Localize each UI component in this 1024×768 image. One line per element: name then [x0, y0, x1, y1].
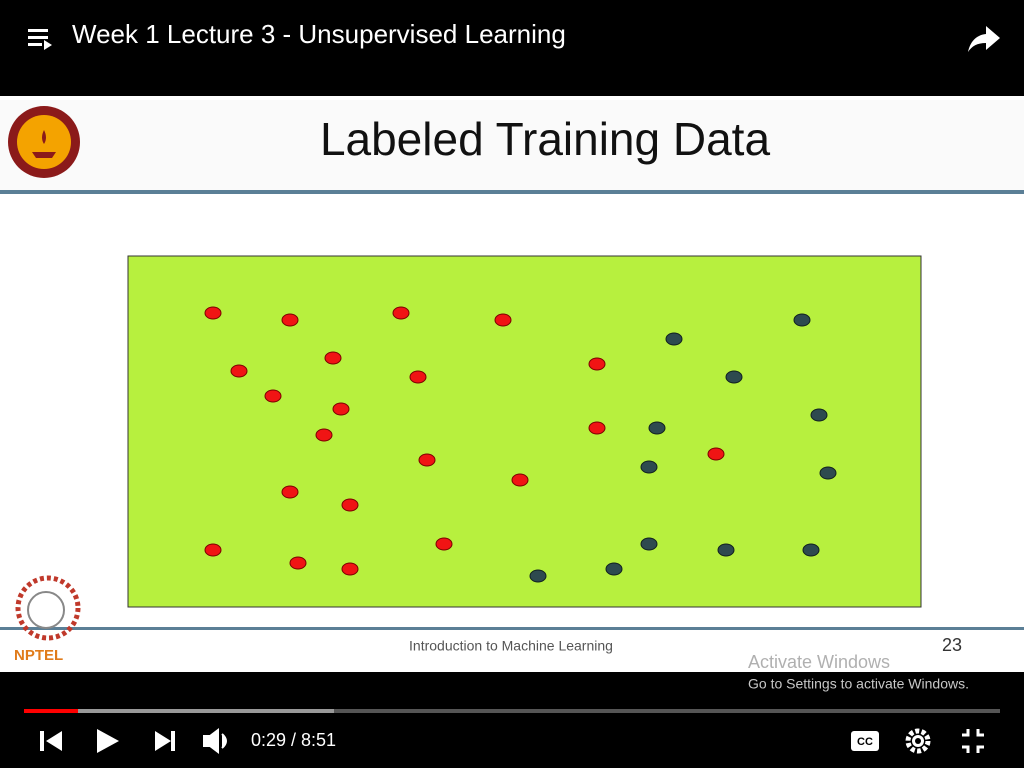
dark-point: [819, 466, 837, 480]
red-point: [588, 421, 606, 435]
settings-button[interactable]: [905, 728, 931, 754]
red-point: [281, 313, 299, 327]
slide-footer: Introduction to Machine Learning: [409, 638, 613, 654]
header-rule: [0, 190, 1024, 194]
dark-point: [605, 562, 623, 576]
slide-title: Labeled Training Data: [320, 113, 771, 165]
red-point: [332, 402, 350, 416]
footer-rule: [0, 627, 1024, 630]
video-title[interactable]: Week 1 Lecture 3 - Unsupervised Learning: [72, 19, 566, 49]
dark-point: [640, 537, 658, 551]
red-point: [315, 428, 333, 442]
svg-text:CC: CC: [857, 736, 873, 748]
red-point: [418, 453, 436, 467]
time-display: 0:29 / 8:51: [251, 730, 336, 750]
captions-button[interactable]: CC: [851, 731, 879, 751]
dark-point: [810, 408, 828, 422]
slide-number: 23: [942, 635, 962, 655]
progress-track[interactable]: [24, 709, 1000, 713]
play-button[interactable]: [97, 729, 119, 753]
red-point: [409, 370, 427, 384]
red-point: [230, 364, 248, 378]
red-point: [324, 351, 342, 365]
top-bar: [0, 0, 1024, 96]
dark-point: [717, 543, 735, 557]
dark-point: [529, 569, 547, 583]
dark-point: [725, 370, 743, 384]
played-bar: [24, 709, 78, 713]
red-point: [511, 473, 529, 487]
red-point: [289, 556, 307, 570]
dark-point: [648, 421, 666, 435]
exit-fullscreen-button[interactable]: [962, 729, 984, 753]
previous-button[interactable]: [40, 731, 62, 751]
labeled-points: [204, 306, 837, 583]
red-point: [707, 447, 725, 461]
red-point: [341, 562, 359, 576]
dark-point: [640, 460, 658, 474]
dark-point: [802, 543, 820, 557]
red-point: [204, 543, 222, 557]
red-point: [494, 313, 512, 327]
dark-point: [665, 332, 683, 346]
red-point: [281, 485, 299, 499]
red-point: [435, 537, 453, 551]
nptel-label: NPTEL: [14, 647, 63, 664]
red-point: [588, 357, 606, 371]
activate-subtitle: Go to Settings to activate Windows.: [748, 676, 969, 692]
red-point: [341, 498, 359, 512]
red-point: [204, 306, 222, 320]
institute-logo: [8, 106, 80, 178]
buffered-bar: [24, 709, 334, 713]
dark-point: [793, 313, 811, 327]
activate-title: Activate Windows: [748, 652, 890, 672]
nptel-logo: [15, 575, 81, 641]
data-panel: [127, 255, 922, 608]
playlist-icon[interactable]: [28, 29, 52, 50]
red-point: [264, 389, 282, 403]
volume-button[interactable]: [203, 728, 227, 754]
share-icon[interactable]: [968, 26, 1000, 52]
slide-header: [0, 100, 1024, 190]
next-button[interactable]: [155, 731, 175, 751]
red-point: [392, 306, 410, 320]
